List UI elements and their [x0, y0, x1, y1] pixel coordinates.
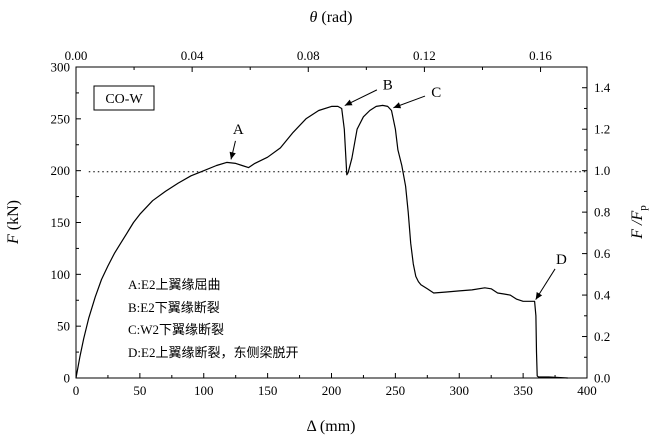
- x-tick-label: 200: [322, 383, 342, 398]
- y-axis-title: F (kN): [5, 200, 22, 245]
- x2-tick-label: 0.12: [413, 48, 436, 63]
- x-tick-label: 100: [194, 383, 214, 398]
- y-tick-label: 200: [51, 163, 71, 178]
- annotation-arrowhead-b: [344, 99, 353, 106]
- annotation-label-a: A: [233, 122, 244, 138]
- y2-tick-label: 0.0: [594, 371, 610, 386]
- x2-axis-title-main: θ: [310, 9, 318, 26]
- x-tick-label: 400: [577, 383, 597, 398]
- legend-entry-d: D:E2上翼缘断裂，东侧梁脱开: [128, 345, 298, 360]
- legend-entry-c: C:W2下翼缘断裂: [128, 322, 224, 337]
- legend: A:E2上翼缘屈曲 B:E2下翼缘断裂 C:W2下翼缘断裂 D:E2上翼缘断裂，…: [128, 277, 298, 360]
- x-axis-title: Δ (mm): [307, 418, 356, 435]
- y-axis-title-main: F: [5, 234, 22, 245]
- x2-axis-title-unit: (rad): [317, 9, 352, 26]
- y2-tick-label: 1.0: [594, 163, 610, 178]
- x2-tick-label: 0.00: [65, 48, 88, 63]
- ticks-layer: 0 50 100 150 200 250 300 350 400 0 50 100 150 200 250 3…: [51, 48, 611, 398]
- x-tick-label: 150: [258, 383, 278, 398]
- y-axis-title-unit: (kN): [5, 200, 22, 234]
- panel-label-box: [93, 85, 155, 111]
- y2-axis-title-main: F /F: [629, 211, 646, 240]
- x-tick-label: 300: [450, 383, 470, 398]
- y-tick-label: 250: [51, 111, 71, 126]
- plot-frame: [75, 66, 588, 379]
- y-tick-label: 100: [51, 267, 71, 282]
- annotation-label-c: C: [431, 85, 441, 101]
- annotation-arrowhead-a: [229, 151, 236, 160]
- annotation-arrowhead-d: [535, 292, 543, 300]
- annotation-label-b: B: [383, 78, 393, 94]
- annotation-arrowhead-c: [393, 102, 402, 109]
- y-tick-label: 150: [51, 215, 71, 230]
- x-tick-label: 350: [513, 383, 533, 398]
- x2-tick-label: 0.08: [297, 48, 320, 63]
- y-tick-label: 50: [57, 319, 70, 334]
- annotations-layer: A B C D: [229, 78, 567, 300]
- x-tick-label: 250: [386, 383, 406, 398]
- legend-entry-b: B:E2下翼缘断裂: [128, 300, 220, 315]
- y2-tick-label: 0.8: [594, 205, 610, 220]
- x2-tick-label: 0.16: [529, 48, 552, 63]
- x2-axis-title: θ (rad): [310, 9, 353, 26]
- panel-label: CO-W: [105, 92, 143, 107]
- y2-axis-title: F /Fp: [629, 205, 649, 240]
- x-tick-label: 0: [73, 383, 80, 398]
- y2-tick-label: 1.4: [594, 80, 611, 95]
- annotation-label-d: D: [556, 252, 567, 268]
- y-tick-label: 300: [51, 60, 71, 75]
- y-tick-label: 0: [64, 371, 71, 386]
- y2-tick-label: 0.2: [594, 329, 610, 344]
- y2-tick-label: 0.6: [594, 246, 611, 261]
- y2-axis-title-sub: p: [637, 205, 649, 211]
- x2-tick-label: 0.04: [181, 48, 204, 63]
- y2-tick-label: 0.4: [594, 288, 611, 303]
- legend-entry-a: A:E2上翼缘屈曲: [128, 277, 220, 292]
- y2-tick-label: 1.2: [594, 122, 610, 137]
- series-line: [75, 104, 568, 379]
- x-tick-label: 50: [133, 383, 146, 398]
